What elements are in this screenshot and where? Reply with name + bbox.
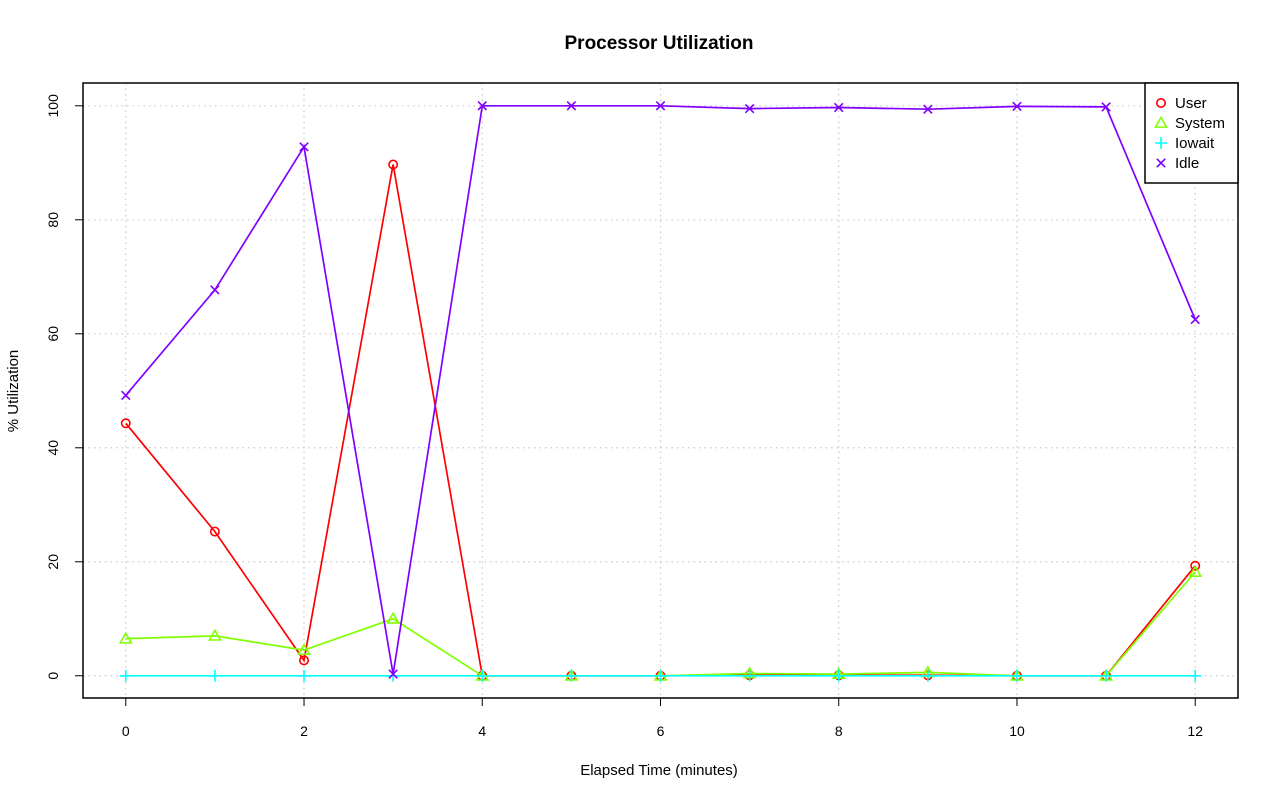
data-point-user (299, 655, 310, 666)
data-point-iowait (654, 669, 667, 682)
data-point-iowait (119, 669, 132, 682)
legend-marker-user (1156, 98, 1167, 109)
data-point-iowait (1100, 669, 1113, 682)
data-point-idle (477, 101, 488, 111)
data-point-iowait (921, 669, 934, 682)
data-point-idle (1012, 101, 1022, 112)
y-tick-label: 0 (45, 672, 61, 680)
data-point-iowait (476, 669, 489, 682)
data-point-system (118, 631, 133, 644)
data-point-iowait (743, 669, 756, 682)
data-point-idle (655, 101, 666, 111)
legend-marker-iowait (1155, 137, 1167, 149)
legend-label-user: User (1175, 95, 1207, 112)
chart-title: Processor Utilization (565, 33, 754, 54)
legend-label-iowait: Iowait (1175, 135, 1215, 152)
plot-frame (82, 82, 1239, 699)
data-point-iowait (832, 669, 845, 682)
series-idle (121, 101, 1200, 679)
data-point-user (120, 418, 131, 429)
legend-label-system: System (1175, 115, 1225, 132)
data-point-idle (744, 103, 755, 114)
data-point-idle (299, 142, 309, 152)
data-point-user (1190, 560, 1201, 571)
data-point-user (388, 159, 399, 170)
x-axis-label: Elapsed Time (minutes) (580, 762, 738, 779)
x-tick-label: 2 (300, 723, 308, 739)
series-iowait (119, 669, 1202, 682)
legend: User System Iowait Idle (1144, 82, 1239, 184)
data-point-system (386, 611, 401, 624)
axes: 0 2 4 6 8 10 12 0 20 40 60 80 100 (45, 82, 1239, 739)
data-point-iowait (565, 669, 578, 682)
legend-label-idle: Idle (1175, 155, 1199, 172)
data-point-iowait (298, 669, 311, 682)
data-point-idle (388, 669, 398, 679)
data-point-system (297, 643, 311, 656)
y-tick-label: 40 (45, 440, 61, 456)
legend-marker-idle (1156, 158, 1166, 168)
x-tick-label: 12 (1187, 723, 1203, 739)
data-point-iowait (208, 669, 221, 682)
data-point-idle (1101, 102, 1111, 112)
legend-box (1144, 82, 1239, 184)
data-point-system (1188, 564, 1203, 577)
legend-marker-system (1154, 115, 1168, 128)
data-point-user (209, 526, 220, 537)
series-line-idle (125, 104, 1196, 675)
data-point-idle (1190, 314, 1200, 325)
x-tick-label: 8 (835, 723, 843, 739)
data-point-iowait (1189, 669, 1202, 682)
data-point-idle (566, 101, 577, 111)
series-line-system (125, 571, 1196, 677)
data-point-system (208, 628, 222, 641)
y-tick-label: 100 (45, 94, 61, 118)
data-point-idle (121, 390, 131, 401)
data-point-idle (923, 104, 933, 114)
data-point-idle (833, 102, 844, 113)
x-tick-label: 0 (122, 723, 130, 739)
data-point-iowait (1010, 669, 1023, 682)
y-tick-label: 80 (45, 212, 61, 228)
y-tick-label: 60 (45, 326, 61, 342)
x-tick-label: 4 (478, 723, 486, 739)
x-tick-label: 10 (1009, 723, 1025, 739)
data-point-idle (210, 285, 220, 295)
series-line-user (125, 164, 1196, 677)
x-tick-label: 6 (657, 723, 665, 739)
y-axis-label: % Utilization (5, 350, 22, 433)
y-tick-label: 20 (45, 554, 61, 570)
series-layer (118, 101, 1203, 682)
grid (83, 83, 1238, 698)
